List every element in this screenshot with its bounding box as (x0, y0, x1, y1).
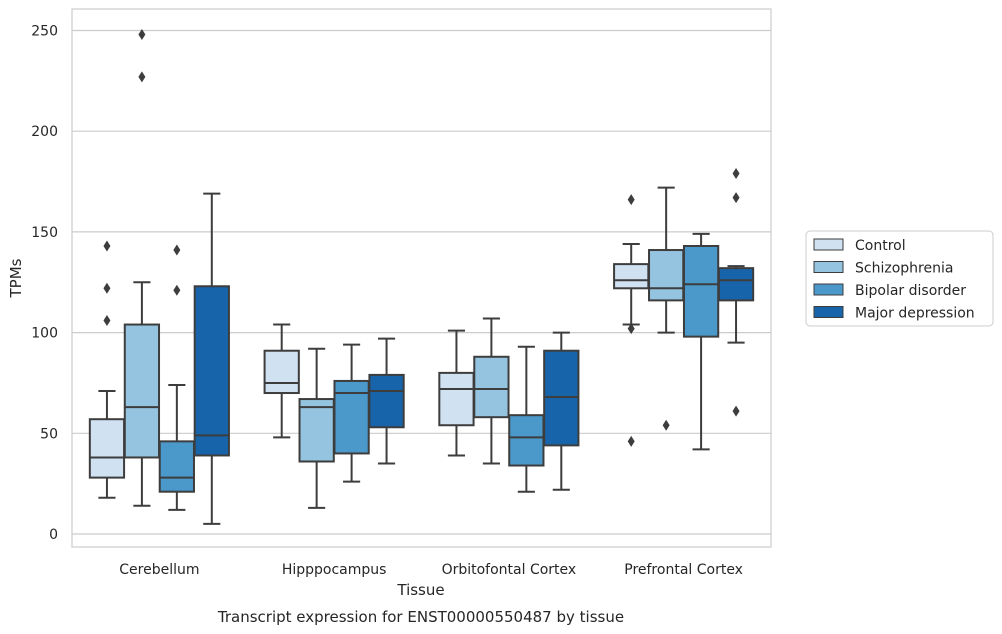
box-body (717, 267, 755, 302)
box-body (438, 371, 475, 427)
legend-label: Control (855, 238, 906, 254)
x-tick-label: Cerebellum (119, 562, 199, 578)
outlier-point (103, 240, 111, 252)
box-body (648, 249, 685, 302)
box (298, 347, 335, 509)
legend-label: Schizophrenia (855, 261, 953, 277)
box-body (508, 414, 545, 467)
y-axis-ticks: 0 50 100 150 200 250 (31, 24, 58, 544)
outlier-point (138, 29, 146, 41)
outlier-point (732, 167, 740, 179)
box (158, 244, 195, 511)
legend-frame (805, 230, 994, 327)
box-body (298, 398, 335, 463)
x-tick-label: Prefrontal Cortex (624, 562, 743, 578)
box (508, 345, 545, 493)
box-body (368, 373, 405, 429)
outlier-point (732, 192, 740, 204)
box (717, 167, 755, 417)
box-body (613, 263, 650, 290)
y-axis-title: TPMs (7, 258, 25, 298)
box (263, 323, 300, 439)
legend-swatch (813, 306, 844, 318)
outlier-point (138, 71, 146, 83)
box-body (123, 323, 161, 459)
box-body (88, 418, 126, 479)
y-tick-label: 0 (49, 527, 58, 543)
outlier-point (173, 244, 181, 256)
outlier-point (627, 323, 635, 335)
y-tick-label: 250 (31, 24, 58, 40)
box (473, 317, 510, 465)
outlier-point (103, 315, 111, 327)
outlier-point (173, 284, 181, 296)
box-body (158, 440, 195, 493)
box-body (473, 355, 510, 419)
x-axis-ticks: Cerebellum Hipppocampus Orbitofontal Corte… (119, 562, 743, 578)
x-axis-title: Tissue (396, 581, 444, 599)
legend-swatch (813, 238, 844, 251)
box (613, 194, 650, 447)
outlier-point (627, 194, 635, 206)
box-body (682, 244, 720, 338)
plot-frame (71, 8, 772, 548)
legend-swatch (813, 283, 844, 296)
chart-caption: Transcript expression for ENST0000055048… (217, 608, 624, 626)
boxes (88, 29, 755, 525)
gridlines (72, 29, 771, 535)
outlier-point (662, 419, 670, 431)
box (368, 337, 405, 465)
box (438, 329, 475, 457)
outlier-point (103, 282, 111, 294)
outlier-point (732, 405, 740, 417)
outlier-point (627, 435, 635, 447)
box-body (333, 379, 370, 455)
box-body (543, 349, 580, 447)
y-tick-label: 100 (31, 326, 58, 342)
box (648, 186, 685, 431)
legend-label: Bipolar disorder (855, 283, 966, 299)
box (333, 343, 370, 483)
x-tick-label: Hipppocampus (282, 562, 387, 578)
box (682, 232, 720, 451)
x-tick-label: Orbitofontal Cortex (442, 562, 577, 578)
legend-swatch (813, 261, 844, 273)
box (193, 192, 230, 525)
legend: Control Schizophrenia Bipolar disorder Majo… (805, 230, 994, 327)
box-body (263, 349, 300, 395)
box (123, 29, 161, 507)
box (88, 240, 126, 499)
y-tick-label: 150 (31, 225, 58, 241)
y-tick-label: 50 (40, 426, 58, 442)
box (543, 331, 580, 491)
box-body (193, 285, 230, 457)
y-tick-label: 200 (31, 124, 58, 140)
legend-label: Major depression (855, 306, 975, 322)
